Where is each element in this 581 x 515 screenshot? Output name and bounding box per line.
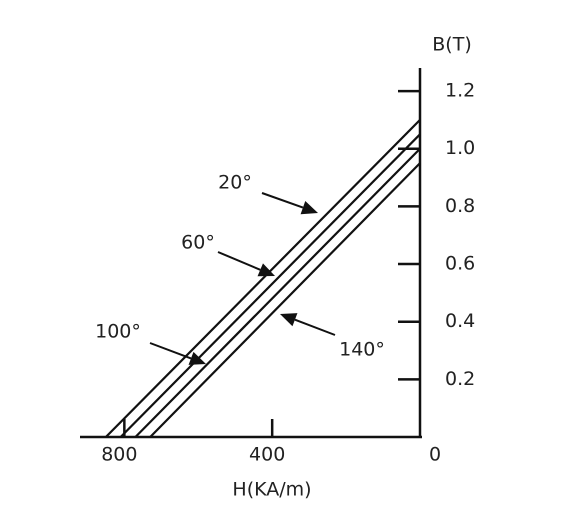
arrow-head: [257, 263, 275, 277]
y-tick-label: 0.2: [445, 368, 475, 390]
arrow-shaft: [294, 318, 336, 336]
y-tick-label: 0.4: [445, 310, 475, 332]
series-line: [119, 133, 421, 438]
series-line: [149, 162, 421, 438]
x-tick-label: 0: [429, 444, 441, 466]
series-label: 20°: [218, 172, 252, 194]
y-tick-label: 1.2: [445, 80, 475, 102]
y-tick-label: 0.8: [445, 195, 475, 217]
arrow-shaft: [149, 342, 192, 360]
x-tick-label: 400: [249, 444, 285, 466]
series-line: [105, 119, 421, 438]
arrow-head: [280, 313, 298, 327]
arrow-head: [300, 201, 318, 215]
series-line: [134, 147, 421, 438]
y-tick-label: 0.6: [445, 253, 475, 275]
series-label: 60°: [181, 232, 215, 254]
series-label: 140°: [339, 339, 385, 361]
y-axis-label: B(T): [432, 34, 471, 56]
x-axis-label: H(KA/m): [232, 479, 311, 501]
series-label: 100°: [95, 321, 141, 343]
y-tick-label: 1.0: [445, 137, 475, 159]
arrow-shaft: [261, 192, 304, 209]
arrow-head: [188, 351, 206, 365]
x-tick-label: 800: [101, 444, 137, 466]
arrow-shaft: [217, 251, 261, 271]
